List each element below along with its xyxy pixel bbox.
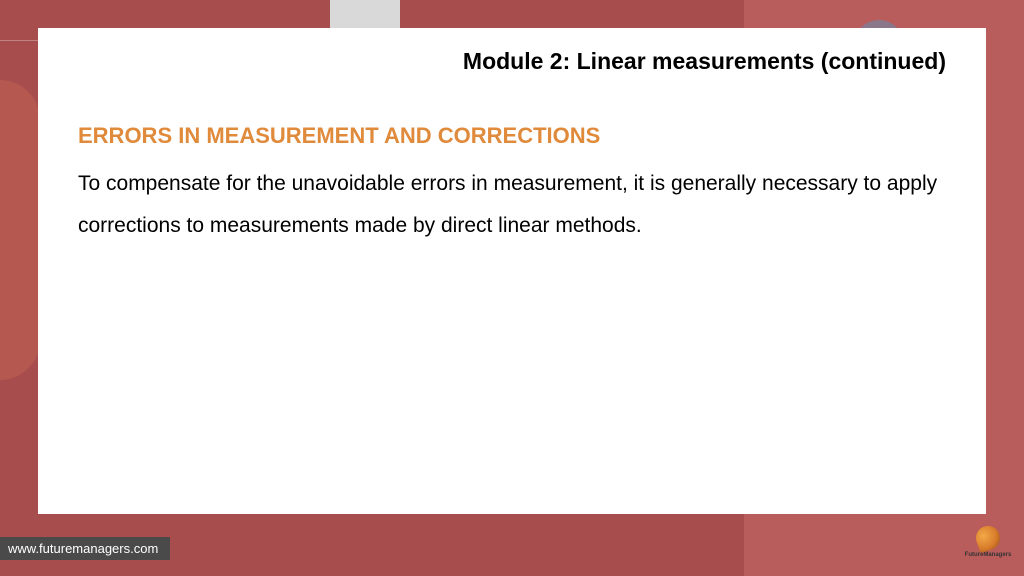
brand-logo: FutureManagers	[966, 522, 1010, 562]
logo-swirl-icon	[973, 523, 1004, 554]
module-title: Module 2: Linear measurements (continued…	[78, 48, 946, 75]
footer-url: www.futuremanagers.com	[0, 537, 170, 560]
body-text: To compensate for the unavoidable errors…	[78, 163, 946, 247]
bg-shape	[0, 80, 40, 380]
content-card: Module 2: Linear measurements (continued…	[38, 28, 986, 514]
logo-text: FutureManagers	[965, 552, 1012, 558]
section-heading: ERRORS IN MEASUREMENT AND CORRECTIONS	[78, 123, 946, 149]
